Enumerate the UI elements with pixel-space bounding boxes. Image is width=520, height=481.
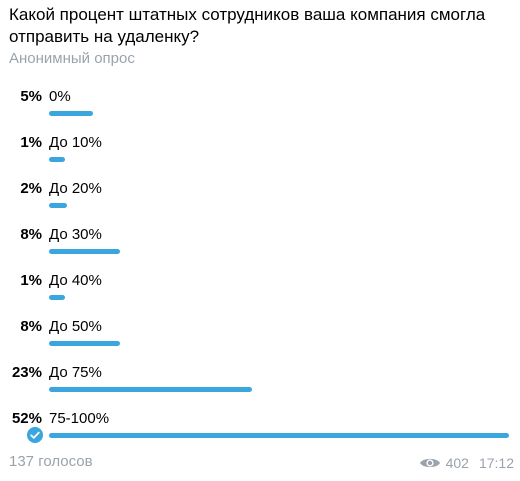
option-result-bar	[49, 341, 120, 346]
message-meta: 402 17:12	[419, 453, 514, 473]
poll-option: 23% До 75%	[0, 363, 520, 403]
option-percent: 8%	[20, 318, 42, 335]
option-percent: 23%	[11, 364, 42, 381]
poll-option: 8% До 30%	[0, 225, 520, 265]
option-result-bar	[49, 387, 252, 392]
eye-icon	[419, 458, 440, 468]
poll-option: 5% 0%	[0, 87, 520, 127]
option-percent: 52%	[11, 410, 42, 427]
poll-option: 8% До 50%	[0, 317, 520, 357]
poll-option-chosen: 52% 75-100%	[0, 409, 520, 449]
poll-option: 1% До 40%	[0, 271, 520, 311]
poll-option: 1% До 10%	[0, 133, 520, 173]
poll-option: 2% До 20%	[0, 179, 520, 219]
views-count: 402	[445, 455, 469, 471]
option-result-bar	[49, 249, 120, 254]
option-percent: 5%	[20, 88, 42, 105]
option-label: До 40%	[49, 272, 102, 289]
option-percent: 2%	[20, 180, 42, 197]
option-label: До 50%	[49, 318, 102, 335]
option-result-bar	[49, 111, 93, 116]
check-circle-icon	[27, 427, 43, 443]
option-label: До 20%	[49, 180, 102, 197]
poll-type-label: Анонимный опрос	[9, 50, 135, 67]
poll-question: Какой процент штатных сотрудников ваша к…	[9, 5, 486, 46]
option-percent: 1%	[20, 272, 42, 289]
option-label: До 75%	[49, 364, 102, 381]
option-result-bar	[49, 433, 509, 438]
option-label: До 30%	[49, 226, 102, 243]
option-label: 75-100%	[49, 410, 110, 427]
option-result-bar	[49, 295, 65, 300]
message-time: 17:12	[478, 455, 514, 471]
option-percent: 1%	[20, 134, 42, 151]
option-label: До 10%	[49, 134, 102, 151]
option-result-bar	[49, 203, 67, 208]
option-percent: 8%	[20, 226, 42, 243]
option-label: 0%	[49, 88, 71, 105]
total-votes: 137 голосов	[9, 453, 93, 470]
option-result-bar	[49, 157, 65, 162]
